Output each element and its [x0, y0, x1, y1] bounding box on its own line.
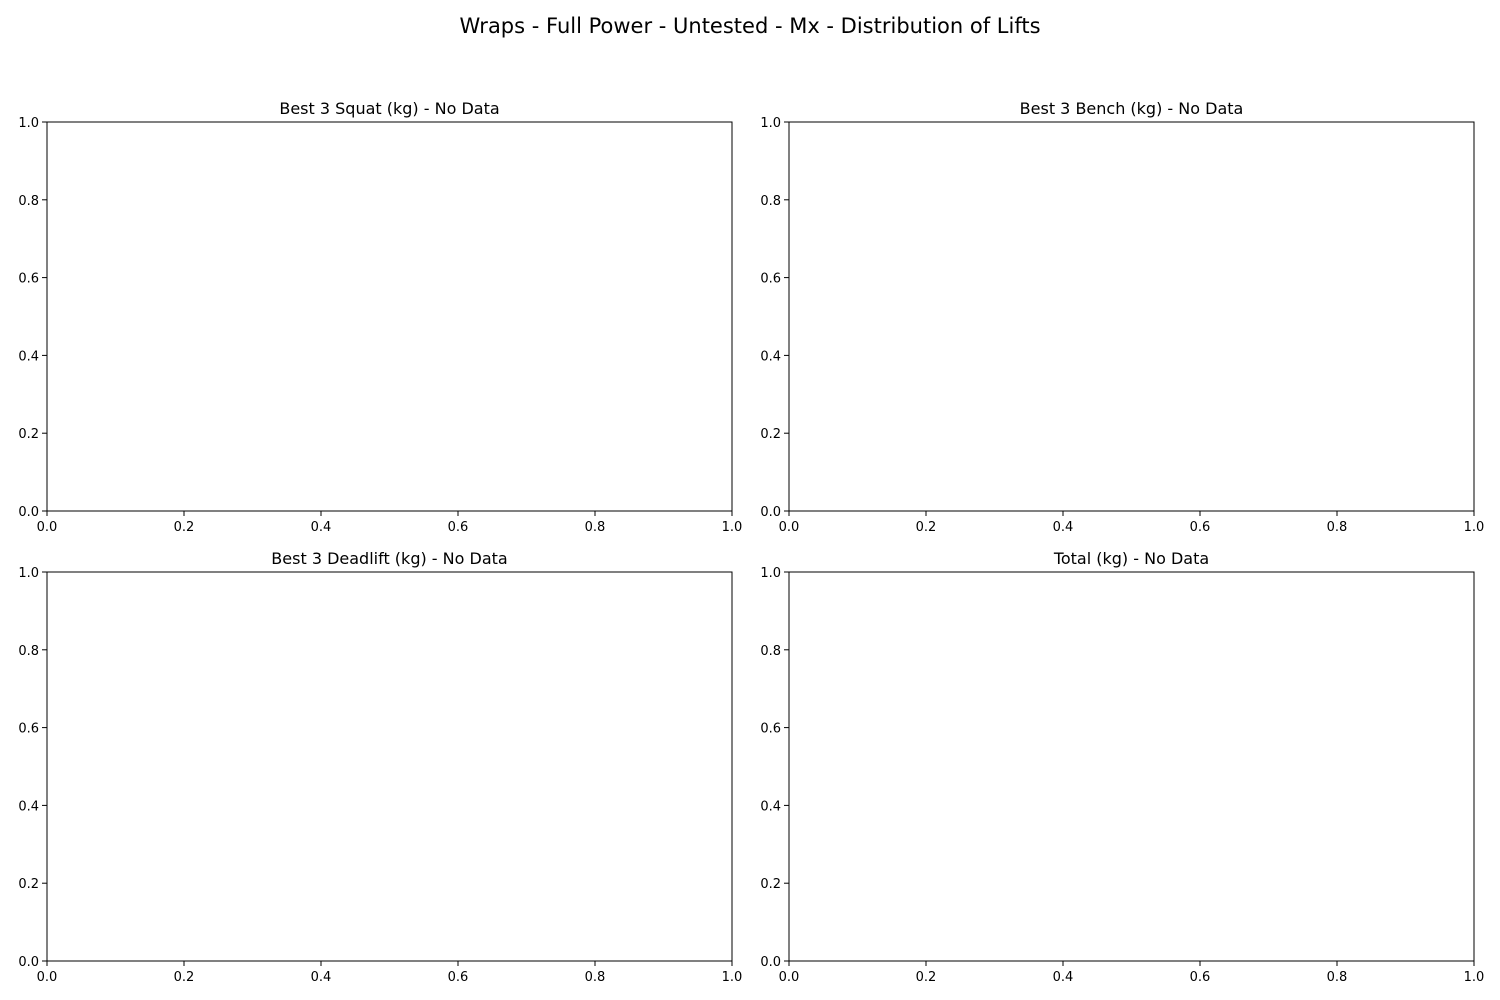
- x-tick-label-squat-4: 0.8: [585, 520, 606, 535]
- x-tick-label-deadlift-4: 0.8: [585, 970, 606, 985]
- y-tick-label-bench-1: 0.2: [760, 427, 781, 442]
- x-tick-label-deadlift-2: 0.4: [311, 970, 332, 985]
- x-tick-label-squat-5: 1.0: [722, 520, 743, 535]
- x-tick-label-bench-3: 0.6: [1190, 520, 1211, 535]
- plot-area-total: [788, 571, 1475, 962]
- x-tick-label-bench-2: 0.4: [1053, 520, 1074, 535]
- plot-area-deadlift: [46, 571, 733, 962]
- figure-title: Wraps - Full Power - Untested - Mx - Dis…: [459, 14, 1041, 38]
- y-tick-label-deadlift-1: 0.2: [18, 877, 39, 892]
- y-tick-label-deadlift-4: 0.8: [18, 644, 39, 659]
- x-tick-label-squat-1: 0.2: [174, 520, 195, 535]
- y-tick-label-deadlift-2: 0.4: [18, 799, 39, 814]
- x-tick-label-bench-4: 0.8: [1327, 520, 1348, 535]
- plot-area-bench: [788, 121, 1475, 512]
- y-tick-label-squat-1: 0.2: [18, 427, 39, 442]
- x-tick-label-bench-5: 1.0: [1464, 520, 1485, 535]
- y-tick-label-squat-4: 0.8: [18, 194, 39, 209]
- panel-total: Total (kg) - No Data 0.0 0.2 0.4 0.6 0.8 1.0 0.…: [760, 549, 1484, 985]
- y-tick-label-squat-0: 0.0: [18, 505, 39, 520]
- x-tick-label-squat-2: 0.4: [311, 520, 332, 535]
- y-tick-label-bench-4: 0.8: [760, 194, 781, 209]
- x-tick-label-deadlift-3: 0.6: [448, 970, 469, 985]
- x-tick-label-deadlift-5: 1.0: [722, 970, 743, 985]
- y-tick-label-bench-0: 0.0: [760, 505, 781, 520]
- x-tick-label-total-2: 0.4: [1053, 970, 1074, 985]
- y-tick-label-deadlift-5: 1.0: [18, 566, 39, 581]
- y-tick-label-squat-5: 1.0: [18, 116, 39, 131]
- y-tick-label-total-3: 0.6: [760, 722, 781, 737]
- y-tick-label-squat-2: 0.4: [18, 349, 39, 364]
- x-tick-label-squat-0: 0.0: [37, 520, 58, 535]
- x-tick-label-squat-3: 0.6: [448, 520, 469, 535]
- x-tick-label-deadlift-1: 0.2: [174, 970, 195, 985]
- y-tick-label-total-1: 0.2: [760, 877, 781, 892]
- y-tick-label-total-4: 0.8: [760, 644, 781, 659]
- y-tick-label-bench-2: 0.4: [760, 349, 781, 364]
- x-tick-label-total-3: 0.6: [1190, 970, 1211, 985]
- x-tick-label-bench-0: 0.0: [779, 520, 800, 535]
- panel-title-bench: Best 3 Bench (kg) - No Data: [1020, 99, 1244, 118]
- x-tick-label-total-5: 1.0: [1464, 970, 1485, 985]
- panel-title-deadlift: Best 3 Deadlift (kg) - No Data: [271, 549, 507, 568]
- panel-title-squat: Best 3 Squat (kg) - No Data: [279, 99, 499, 118]
- y-tick-label-bench-3: 0.6: [760, 272, 781, 287]
- x-tick-label-bench-1: 0.2: [916, 520, 937, 535]
- y-tick-label-total-2: 0.4: [760, 799, 781, 814]
- panel-squat: Best 3 Squat (kg) - No Data 0.0 0.2 0.4 0.6 0…: [18, 99, 742, 535]
- panel-bench: Best 3 Bench (kg) - No Data 0.0 0.2 0.4 0.6 0…: [760, 99, 1484, 535]
- x-tick-label-total-1: 0.2: [916, 970, 937, 985]
- y-tick-label-squat-3: 0.6: [18, 272, 39, 287]
- y-tick-label-deadlift-3: 0.6: [18, 722, 39, 737]
- x-tick-label-total-4: 0.8: [1327, 970, 1348, 985]
- y-tick-label-deadlift-0: 0.0: [18, 955, 39, 970]
- panel-deadlift: Best 3 Deadlift (kg) - No Data 0.0 0.2 0.4 0…: [18, 549, 742, 985]
- plot-area-squat: [46, 121, 733, 512]
- panel-title-total: Total (kg) - No Data: [1053, 549, 1209, 568]
- y-tick-label-total-0: 0.0: [760, 955, 781, 970]
- y-tick-label-bench-5: 1.0: [760, 116, 781, 131]
- x-tick-label-deadlift-0: 0.0: [37, 970, 58, 985]
- y-tick-label-total-5: 1.0: [760, 566, 781, 581]
- x-tick-label-total-0: 0.0: [779, 970, 800, 985]
